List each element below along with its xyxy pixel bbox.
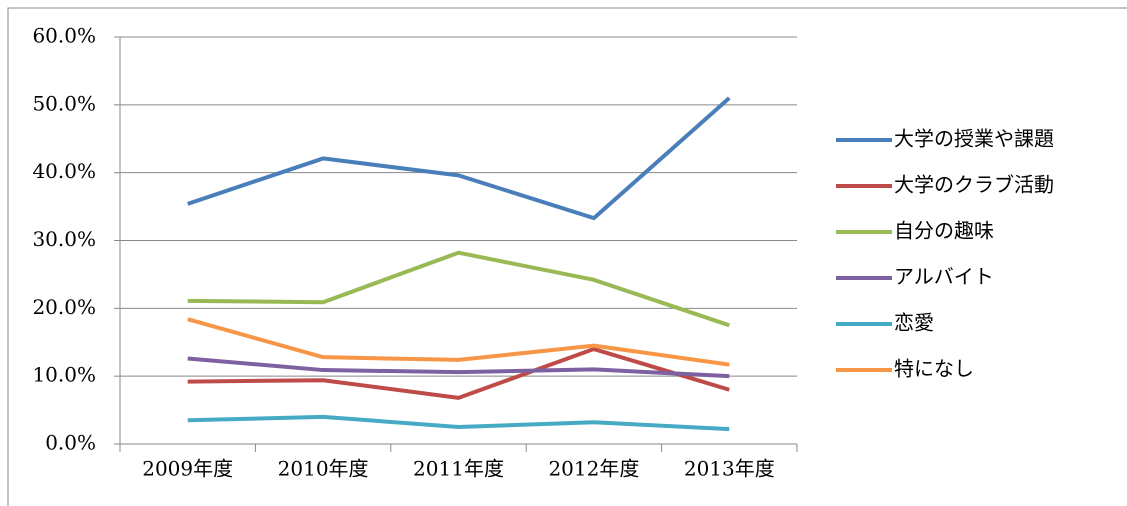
series-line	[187, 414, 730, 432]
x-tick-label: 2011年度	[413, 457, 504, 481]
legend-label: 大学のクラブ活動	[894, 173, 1054, 197]
y-tick-label: 40.0%	[32, 159, 96, 183]
y-tick-label: 50.0%	[32, 91, 96, 115]
series-line	[187, 250, 730, 328]
y-tick-label: 20.0%	[32, 295, 96, 319]
x-tick-label: 2010年度	[278, 457, 369, 481]
legend-label: 恋愛	[894, 311, 934, 335]
legend-label: アルバイト	[894, 265, 994, 289]
series-line	[187, 356, 730, 379]
x-tick-label: 2012年度	[548, 457, 639, 481]
y-tick-label: 0.0%	[45, 431, 96, 455]
y-tick-label: 60.0%	[32, 24, 96, 48]
x-tick-label: 2009年度	[142, 457, 233, 481]
y-tick-label: 30.0%	[32, 227, 96, 251]
series-line	[187, 347, 730, 400]
x-tick-label: 2013年度	[684, 457, 775, 481]
chart-border	[7, 7, 1127, 506]
legend-label: 大学の授業や課題	[894, 127, 1054, 151]
legend-label: 自分の趣味	[894, 219, 994, 243]
series-line	[187, 96, 731, 221]
y-tick-label: 10.0%	[32, 363, 96, 387]
legend-label: 特になし	[894, 357, 974, 381]
series-line	[187, 317, 730, 367]
